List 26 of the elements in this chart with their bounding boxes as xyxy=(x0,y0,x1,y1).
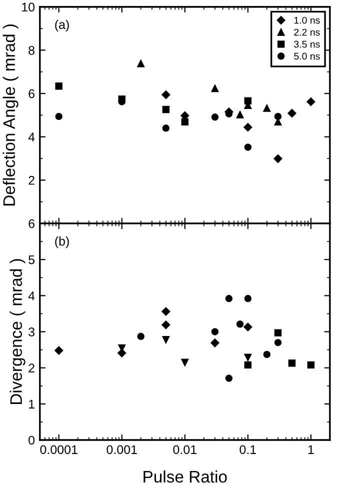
x-tick-label: 0.0001 xyxy=(40,445,78,454)
y-tick-label: 0 xyxy=(28,436,35,445)
legend-label: 2.2 ns xyxy=(294,28,320,36)
y-tick-label: 1 xyxy=(29,400,34,408)
y-tick-label: 3 xyxy=(28,328,34,336)
x-tick-label: 0.1 xyxy=(240,445,256,454)
y-tick-label: 8 xyxy=(28,46,34,55)
x-axis-title: Pulse Ratio xyxy=(144,470,227,483)
y-tick-label: 6 xyxy=(28,219,34,228)
y-tick-label: 5 xyxy=(28,255,34,264)
y-axis-title: Divergence ( mrad ) xyxy=(10,259,26,404)
legend-label: 3.5 ns xyxy=(294,40,320,48)
y-tick-label: 4 xyxy=(28,132,35,142)
y-tick-label: 10 xyxy=(22,2,35,12)
annotation: (b) xyxy=(55,236,69,248)
legend-label: 1.0 ns xyxy=(294,16,320,24)
annotation: (a) xyxy=(55,20,69,32)
x-tick-label: 1 xyxy=(308,445,314,454)
y-tick-label: 2 xyxy=(28,176,34,185)
x-tick-label: 0.01 xyxy=(173,445,196,454)
legend-label: 5.0 ns xyxy=(294,52,320,60)
x-tick-label: 0.001 xyxy=(106,445,137,454)
y-tick-label: 4 xyxy=(28,292,35,300)
y-axis-title: Deflection Angle ( mrad ) xyxy=(2,24,18,206)
y-tick-label: 2 xyxy=(28,364,34,372)
y-tick-label: 6 xyxy=(28,89,34,98)
